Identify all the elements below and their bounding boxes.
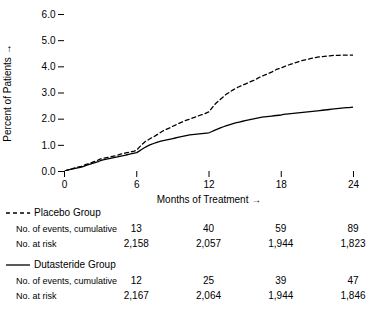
svg-text:Months of Treatment →: Months of Treatment → [157, 194, 262, 205]
html-text:1,846: 1,846 [340, 290, 366, 301]
html-text:47: 47 [347, 275, 359, 286]
html-text:25: 25 [202, 275, 215, 286]
html-text:No. at risk: No. at risk [16, 239, 57, 249]
html-text:2,064: 2,064 [196, 290, 221, 301]
html-text:Placebo Group: Placebo Group [34, 207, 101, 218]
html-text:39: 39 [275, 275, 287, 286]
html-text:89: 89 [347, 223, 359, 234]
html-text:13: 13 [130, 223, 142, 234]
svg-text:2.0: 2.0 [42, 113, 56, 124]
svg-text:0: 0 [62, 179, 68, 190]
html-text:No. of events, cumulative: No. of events, cumulative [16, 276, 118, 286]
svg-text:18: 18 [276, 179, 288, 190]
svg-text:4.0: 4.0 [42, 61, 56, 72]
html-text:2,167: 2,167 [123, 290, 149, 301]
svg-text:1.0: 1.0 [42, 140, 56, 151]
html-text:Dutasteride Group: Dutasteride Group [34, 259, 116, 270]
html-text:2,158: 2,158 [123, 238, 149, 249]
svg-text:Percent of Patients →: Percent of Patients → [2, 44, 13, 141]
svg-text:5.0: 5.0 [42, 35, 56, 46]
html-text:1,944: 1,944 [268, 238, 294, 249]
svg-text:3.0: 3.0 [42, 87, 56, 98]
svg-text:0.0: 0.0 [42, 166, 56, 177]
svg-text:12: 12 [203, 179, 215, 190]
html-text:40: 40 [202, 223, 215, 234]
svg-text:6: 6 [134, 179, 140, 190]
html-text:59: 59 [275, 223, 287, 234]
html-text:12: 12 [130, 275, 142, 286]
html-text:1,944: 1,944 [268, 290, 294, 301]
html-text:No. at risk: No. at risk [16, 291, 57, 301]
svg-text:6.0: 6.0 [42, 9, 56, 20]
html-text:No. of events, cumulative: No. of events, cumulative [16, 224, 118, 234]
html-text:2,057: 2,057 [196, 238, 221, 249]
html-text:1,823: 1,823 [340, 238, 366, 249]
svg-text:24: 24 [348, 179, 360, 190]
